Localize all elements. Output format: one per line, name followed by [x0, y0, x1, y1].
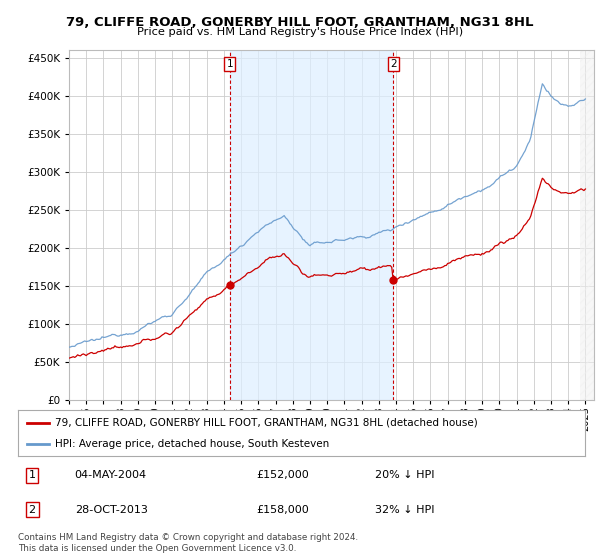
Text: 2: 2	[390, 59, 397, 69]
Text: 1: 1	[29, 470, 35, 480]
Text: Price paid vs. HM Land Registry's House Price Index (HPI): Price paid vs. HM Land Registry's House …	[137, 27, 463, 37]
Bar	[580, 50, 594, 400]
Text: £152,000: £152,000	[256, 470, 309, 480]
Text: 79, CLIFFE ROAD, GONERBY HILL FOOT, GRANTHAM, NG31 8HL (detached house): 79, CLIFFE ROAD, GONERBY HILL FOOT, GRAN…	[55, 418, 478, 428]
Text: Contains HM Land Registry data © Crown copyright and database right 2024.
This d: Contains HM Land Registry data © Crown c…	[18, 533, 358, 553]
Text: £158,000: £158,000	[256, 505, 309, 515]
Text: HPI: Average price, detached house, South Kesteven: HPI: Average price, detached house, Sout…	[55, 439, 329, 449]
Text: 2: 2	[29, 505, 36, 515]
Text: 28-OCT-2013: 28-OCT-2013	[75, 505, 148, 515]
Text: 04-MAY-2004: 04-MAY-2004	[75, 470, 147, 480]
Text: 32% ↓ HPI: 32% ↓ HPI	[375, 505, 435, 515]
Text: 20% ↓ HPI: 20% ↓ HPI	[375, 470, 435, 480]
Text: 79, CLIFFE ROAD, GONERBY HILL FOOT, GRANTHAM, NG31 8HL: 79, CLIFFE ROAD, GONERBY HILL FOOT, GRAN…	[66, 16, 534, 29]
Bar	[230, 50, 393, 400]
Text: 1: 1	[226, 59, 233, 69]
